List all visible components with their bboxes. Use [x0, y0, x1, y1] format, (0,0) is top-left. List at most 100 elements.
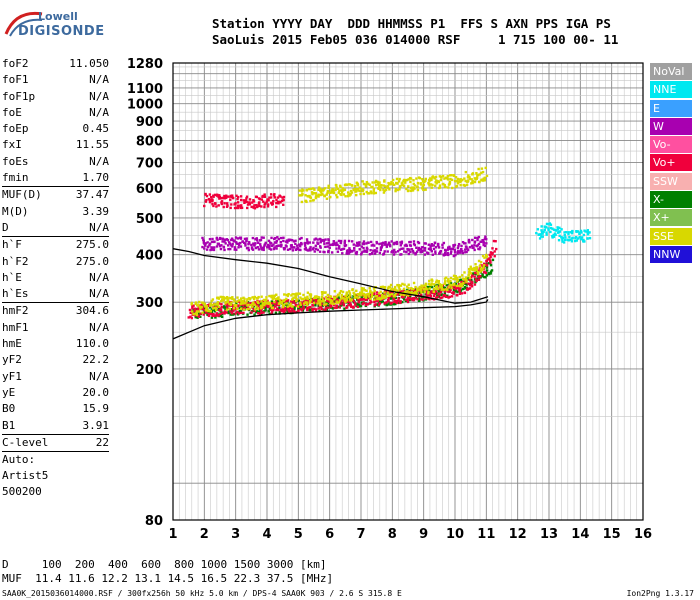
echo-point: [371, 291, 374, 294]
echo-point: [380, 244, 384, 247]
echo-point: [426, 285, 429, 289]
echo-point: [331, 243, 334, 247]
echo-point: [345, 291, 349, 294]
echo-point: [438, 293, 441, 296]
echo-point: [461, 251, 465, 255]
echo-point: [385, 301, 388, 304]
echo-point: [435, 296, 438, 300]
echo-point: [218, 244, 222, 248]
echo-point: [333, 306, 336, 309]
echo-point: [437, 281, 440, 285]
echo-point: [383, 287, 386, 290]
echo-point: [191, 305, 194, 308]
echo-point: [390, 287, 394, 291]
echo-point: [584, 230, 587, 233]
echo-point: [314, 309, 318, 312]
echo-point: [336, 243, 339, 247]
echo-point: [247, 246, 250, 250]
echo-point: [306, 300, 310, 303]
echo-point: [326, 297, 330, 301]
echo-point: [381, 285, 385, 288]
echo-point: [334, 183, 338, 187]
echo-point: [248, 242, 251, 245]
param-row: hmE 110.0: [2, 336, 109, 352]
echo-point: [191, 306, 194, 310]
echo-point: [190, 316, 193, 320]
echo-point: [473, 275, 476, 278]
echo-point: [580, 231, 583, 234]
echo-point: [410, 286, 413, 290]
echo-point: [430, 243, 434, 246]
echo-point: [449, 174, 452, 177]
echo-point: [323, 309, 326, 312]
echo-point: [423, 249, 427, 252]
echo-point: [243, 237, 247, 241]
echo-point: [201, 245, 204, 249]
y-tick-label: 800: [136, 134, 163, 149]
echo-point: [412, 187, 416, 190]
echo-point: [401, 282, 404, 286]
param-value: 22.2: [82, 353, 110, 367]
echo-point: [466, 180, 469, 183]
echo-point: [306, 295, 309, 299]
echo-point: [256, 307, 260, 310]
echo-point: [329, 303, 332, 307]
echo-point: [282, 303, 286, 307]
echo-point: [432, 294, 436, 298]
y-tick-label: 80: [145, 514, 163, 529]
param-value: N/A: [89, 270, 109, 284]
echo-point: [355, 241, 359, 245]
echo-point: [471, 173, 474, 176]
echo-point: [275, 239, 278, 243]
echo-point: [480, 178, 484, 181]
echo-point: [401, 300, 404, 304]
echo-point: [368, 253, 372, 256]
echo-point: [216, 301, 220, 304]
echo-point: [347, 183, 350, 186]
echo-point: [270, 300, 274, 303]
echo-point: [251, 302, 254, 306]
echo-point: [317, 188, 320, 191]
param-name: D: [2, 220, 9, 234]
echo-point: [246, 308, 249, 311]
echo-point: [373, 249, 376, 253]
echo-point: [427, 252, 430, 255]
echo-point: [277, 237, 280, 241]
echo-point: [453, 243, 457, 247]
param-name: hmF2: [2, 304, 29, 318]
echo-point: [374, 295, 377, 298]
echo-point: [280, 243, 283, 247]
echo-point: [370, 295, 374, 298]
echo-point: [384, 242, 387, 245]
echo-point: [460, 248, 463, 251]
echo-point: [306, 297, 310, 301]
echo-point: [452, 292, 455, 295]
echo-point: [555, 229, 558, 232]
echo-point: [353, 246, 356, 250]
echo-point: [309, 199, 312, 203]
echo-point: [430, 278, 433, 281]
echo-point: [329, 299, 332, 302]
echo-point: [408, 291, 411, 294]
echo-point: [479, 274, 482, 278]
echo-point: [433, 289, 436, 292]
echo-point: [419, 183, 423, 186]
echo-point: [423, 246, 427, 250]
echo-point: [484, 166, 487, 170]
echo-point: [483, 270, 486, 273]
echo-point: [285, 302, 288, 305]
echo-point: [348, 292, 352, 295]
echo-point: [209, 248, 212, 252]
echo-point: [221, 311, 224, 315]
echo-point: [415, 289, 419, 293]
echo-point: [205, 311, 208, 314]
echo-point: [266, 246, 269, 249]
echo-point: [227, 241, 231, 244]
echo-point: [386, 250, 389, 253]
echo-point: [187, 316, 190, 319]
echo-point: [360, 251, 364, 254]
echo-point: [320, 295, 324, 299]
echo-point: [205, 248, 209, 251]
echo-point: [386, 287, 390, 290]
echo-point: [190, 303, 193, 306]
